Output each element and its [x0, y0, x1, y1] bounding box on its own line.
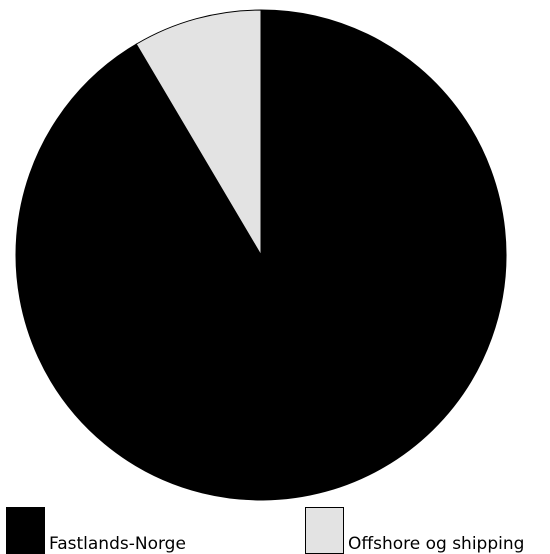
legend-item-fastlands-norge: Fastlands-Norge — [6, 504, 186, 554]
legend-label-fastlands-norge: Fastlands-Norge — [49, 534, 186, 554]
legend-label-offshore-og-shipping: Offshore og shipping — [348, 534, 525, 554]
legend-item-offshore-og-shipping: Offshore og shipping — [305, 504, 524, 554]
pie-slices — [15, 9, 507, 501]
legend-swatch-offshore-og-shipping — [305, 507, 344, 554]
pie-slice-offshore-og-shipping — [135, 9, 262, 257]
legend-swatch-fastlands-norge — [6, 507, 45, 554]
